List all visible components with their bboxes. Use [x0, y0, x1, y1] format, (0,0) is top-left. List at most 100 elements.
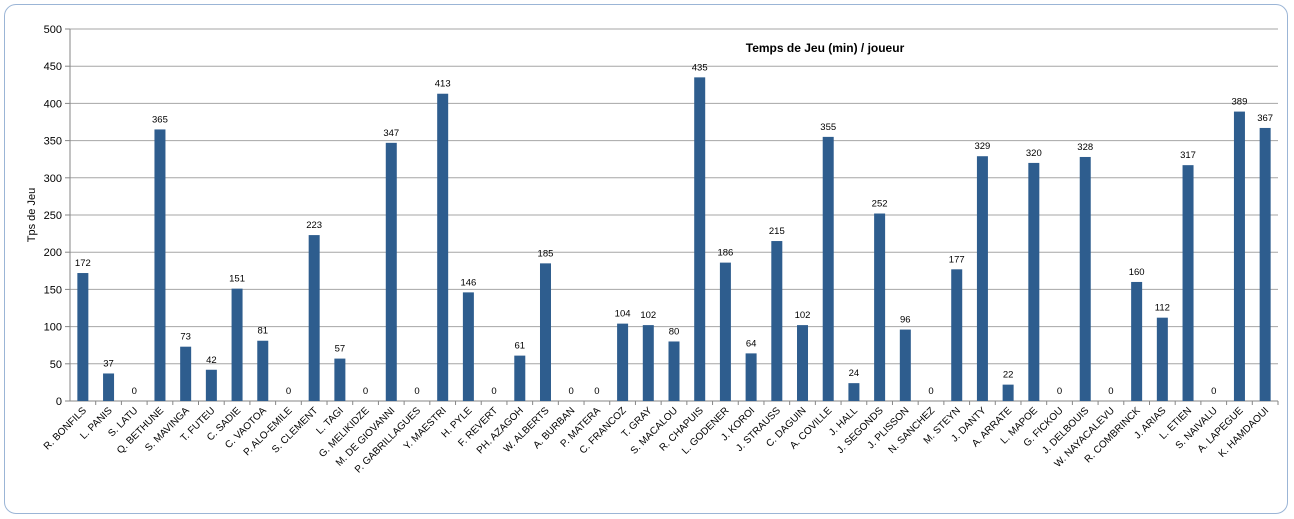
- data-label: 317: [1180, 150, 1196, 161]
- bar: [1259, 127, 1271, 402]
- data-label: 215: [769, 226, 785, 237]
- bar: [1182, 165, 1194, 401]
- data-label: 73: [180, 332, 191, 343]
- data-label: 42: [206, 355, 217, 366]
- data-label: 57: [335, 344, 346, 355]
- y-tick-label: 100: [44, 322, 62, 334]
- data-label: 61: [514, 341, 525, 352]
- data-label: 0: [928, 386, 933, 397]
- data-labels: 172 37 0 365 73 42 151 81 0 223 57 0 347 0 413 146 0 61 18…: [75, 62, 1273, 397]
- bar: [77, 273, 89, 401]
- bar: [899, 329, 911, 401]
- data-label: 355: [820, 122, 836, 133]
- bar: [1079, 156, 1091, 401]
- y-tick-label: 400: [44, 98, 62, 110]
- bar: [385, 142, 397, 401]
- bar: [617, 323, 629, 401]
- bar: [1002, 384, 1014, 401]
- data-label: 37: [103, 358, 114, 369]
- bar: [154, 129, 166, 401]
- bars: [77, 77, 1271, 402]
- data-label: 22: [1003, 370, 1014, 381]
- data-label: 0: [414, 386, 419, 397]
- y-tick-label: 500: [44, 24, 62, 36]
- data-label: 0: [594, 386, 599, 397]
- data-label: 102: [640, 310, 656, 321]
- data-label: 177: [949, 254, 965, 265]
- data-label: 172: [75, 258, 91, 269]
- bar: [1028, 162, 1040, 401]
- bar: [771, 241, 783, 401]
- data-label: 96: [900, 315, 911, 326]
- data-label: 185: [538, 248, 554, 259]
- y-tick-label: 300: [44, 173, 62, 185]
- bar: [514, 355, 526, 401]
- data-label: 24: [849, 368, 860, 379]
- data-label: 0: [569, 386, 574, 397]
- data-label: 0: [1108, 386, 1113, 397]
- data-label: 0: [132, 386, 137, 397]
- data-label: 413: [435, 79, 451, 90]
- data-label: 0: [286, 386, 291, 397]
- y-tick-label: 450: [44, 61, 62, 73]
- data-label: 104: [615, 309, 631, 320]
- bar: [205, 369, 217, 401]
- bar: [822, 136, 834, 401]
- x-tick-label: S. CLEMENT: [270, 405, 320, 455]
- y-tick-label: 250: [44, 210, 62, 222]
- data-label: 160: [1129, 267, 1145, 278]
- y-tick-label: 200: [44, 247, 62, 259]
- bar: [231, 288, 243, 401]
- bar: [1131, 281, 1143, 401]
- bar: [719, 262, 731, 401]
- bar: [539, 263, 551, 401]
- data-label: 329: [974, 141, 990, 152]
- data-label: 64: [746, 338, 757, 349]
- y-tick-label: 50: [50, 359, 62, 371]
- bar: [642, 325, 654, 401]
- bar: [976, 156, 988, 401]
- data-label: 151: [229, 274, 245, 285]
- y-axis-title: Tps de Jeu: [26, 188, 38, 242]
- bar: [1156, 317, 1168, 401]
- data-label: 102: [795, 310, 811, 321]
- data-label: 365: [152, 114, 168, 125]
- data-label: 367: [1257, 113, 1273, 124]
- data-label: 252: [872, 199, 888, 210]
- chart-title: Temps de Jeu (min) / joueur: [746, 41, 905, 55]
- bar: [874, 213, 886, 401]
- bar: [334, 358, 346, 401]
- bar: [951, 269, 963, 401]
- bar: [797, 325, 809, 401]
- data-label: 320: [1026, 148, 1042, 159]
- data-label: 0: [491, 386, 496, 397]
- data-label: 112: [1155, 303, 1170, 314]
- data-label: 186: [717, 248, 733, 259]
- y-tick-label: 350: [44, 136, 62, 148]
- bar: [437, 93, 449, 401]
- data-label: 347: [383, 128, 399, 139]
- data-label: 223: [306, 220, 322, 231]
- data-label: 328: [1077, 142, 1093, 153]
- bar: [308, 235, 320, 401]
- y-tick-label: 150: [44, 284, 62, 296]
- bar: [1233, 111, 1245, 402]
- bar: [668, 341, 680, 401]
- y-tick-label: 0: [56, 396, 62, 408]
- data-label: 389: [1232, 97, 1248, 108]
- bar: [257, 340, 269, 401]
- bar: [745, 353, 757, 401]
- data-label: 435: [692, 62, 708, 73]
- data-label: 0: [1211, 386, 1216, 397]
- data-label: 146: [460, 277, 476, 288]
- bar: [180, 346, 192, 401]
- bar: [462, 292, 474, 401]
- bar: [694, 77, 706, 402]
- bar: [848, 383, 860, 401]
- chart-frame: [4, 4, 1288, 514]
- data-label: 81: [257, 326, 268, 337]
- data-label: 80: [669, 326, 680, 337]
- bar: [103, 373, 115, 401]
- data-label: 0: [1057, 386, 1062, 397]
